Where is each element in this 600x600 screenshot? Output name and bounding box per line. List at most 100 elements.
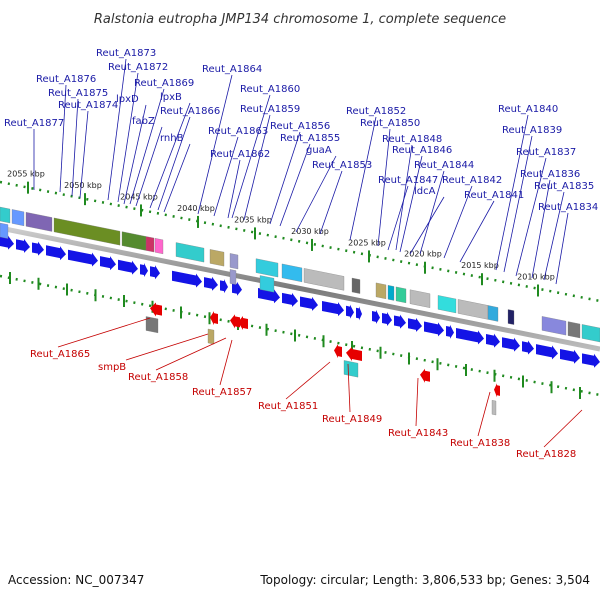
label-leader-layer — [33, 58, 583, 448]
forward-gene-arrow[interactable] — [346, 304, 354, 319]
gene-label-forward[interactable]: ldcA — [414, 186, 436, 197]
protein-domain-box — [491, 400, 497, 416]
gene-label-forward[interactable]: Reut_A1834 — [538, 202, 598, 213]
gene-label-forward[interactable]: Reut_A1852 — [346, 106, 406, 117]
forward-gene-arrow[interactable] — [446, 324, 454, 339]
gene-label-reverse[interactable]: Reut_A1843 — [388, 428, 448, 439]
gene-label-reverse[interactable]: Reut_A1858 — [128, 372, 188, 383]
scale-tick-label: 2035 kbp — [234, 215, 272, 224]
forward-gene-arrow[interactable] — [204, 276, 218, 291]
gene-label-forward[interactable]: Reut_A1864 — [202, 64, 262, 75]
gene-label-forward[interactable]: lpxB — [160, 92, 182, 103]
gene-label-forward[interactable]: Reut_A1872 — [108, 62, 168, 73]
forward-gene-arrow[interactable] — [522, 340, 534, 355]
label-leader-line — [163, 143, 191, 213]
gene-label-forward[interactable]: Reut_A1855 — [280, 133, 340, 144]
gene-label-forward[interactable]: Reut_A1844 — [414, 160, 474, 171]
gene-label-forward[interactable]: fabZ — [132, 116, 155, 127]
gene-label-forward[interactable]: Reut_A1866 — [160, 106, 220, 117]
label-leader-line — [419, 170, 445, 255]
gene-label-forward[interactable]: lpxD — [116, 94, 139, 105]
gene-label-forward[interactable]: Reut_A1869 — [134, 78, 194, 89]
forward-gene-arrow[interactable] — [282, 292, 298, 307]
gene-label-forward[interactable]: Reut_A1874 — [58, 100, 118, 111]
forward-gene-arrow[interactable] — [372, 309, 380, 324]
gene-label-forward[interactable]: Reut_A1837 — [516, 147, 576, 158]
forward-gene-arrow[interactable] — [322, 300, 344, 317]
forward-gene-arrow[interactable] — [486, 333, 500, 348]
gene-label-forward[interactable]: Reut_A1873 — [96, 48, 156, 59]
reverse-gene-arrow[interactable] — [334, 344, 342, 359]
gene-label-forward[interactable]: Reut_A1875 — [48, 88, 108, 99]
label-leader-line — [347, 363, 351, 413]
gene-label-forward[interactable]: Reut_A1877 — [4, 118, 64, 129]
gene-label-forward[interactable]: Reut_A1850 — [360, 118, 420, 129]
forward-gene-arrow[interactable] — [140, 263, 148, 278]
forward-gene-arrow[interactable] — [408, 317, 422, 332]
protein-domain-box — [175, 242, 205, 263]
forward-gene-arrow[interactable] — [356, 306, 362, 321]
gene-label-forward[interactable]: Reut_A1856 — [270, 121, 330, 132]
forward-gene-arrow[interactable] — [32, 241, 44, 256]
forward-gene-arrow[interactable] — [424, 321, 444, 337]
gene-label-forward[interactable]: Reut_A1876 — [36, 74, 96, 85]
forward-gene-arrow[interactable] — [300, 296, 318, 311]
gene-label-forward[interactable]: guaA — [306, 145, 332, 156]
forward-gene-arrow[interactable] — [232, 281, 242, 296]
gene-label-reverse[interactable]: Reut_A1857 — [192, 387, 252, 398]
reverse-gene-arrow[interactable] — [238, 316, 248, 331]
gene-label-forward[interactable]: rnhB — [160, 133, 184, 144]
scale-tick-label: 2015 kbp — [461, 261, 499, 270]
reverse-gene-arrow[interactable] — [420, 368, 430, 383]
gene-label-forward[interactable]: Reut_A1859 — [240, 104, 300, 115]
label-leader-line — [269, 131, 301, 225]
forward-gene-arrow[interactable] — [16, 238, 30, 253]
label-leader-line — [219, 339, 233, 386]
forward-gene-arrow[interactable] — [560, 348, 580, 364]
gene-label-forward[interactable]: Reut_A1860 — [240, 84, 300, 95]
forward-gene-arrow[interactable] — [258, 288, 280, 304]
gene-label-forward[interactable]: Reut_A1853 — [312, 160, 372, 171]
label-leader-line — [515, 157, 547, 277]
protein-domain-box — [229, 269, 237, 285]
gene-label-forward[interactable]: Reut_A1840 — [498, 104, 558, 115]
forward-gene-arrow[interactable] — [220, 279, 228, 294]
forward-gene-arrow[interactable] — [100, 256, 116, 271]
forward-gene-arrow[interactable] — [150, 265, 160, 280]
gene-label-reverse[interactable]: Reut_A1865 — [30, 349, 90, 360]
label-leader-line — [477, 391, 491, 437]
reverse-gene-arrow[interactable] — [150, 302, 162, 317]
forward-gene-arrow[interactable] — [456, 327, 484, 345]
gene-label-reverse[interactable]: Reut_A1838 — [450, 438, 510, 449]
gene-label-forward[interactable]: Reut_A1846 — [392, 145, 452, 156]
gene-label-reverse[interactable]: Reut_A1828 — [516, 449, 576, 460]
forward-gene-arrow[interactable] — [172, 270, 202, 288]
reverse-gene-arrow[interactable] — [230, 314, 240, 329]
forward-gene-arrow[interactable] — [46, 245, 66, 261]
gene-label-forward[interactable]: Reut_A1848 — [382, 134, 442, 145]
gene-label-reverse[interactable]: smpB — [98, 362, 126, 373]
forward-gene-arrow[interactable] — [0, 235, 14, 250]
gene-label-forward[interactable]: Reut_A1847 — [378, 175, 438, 186]
forward-gene-arrow[interactable] — [502, 337, 520, 352]
reverse-gene-arrow[interactable] — [210, 311, 218, 326]
gene-label-forward[interactable]: Reut_A1862 — [210, 149, 270, 160]
gene-label-reverse[interactable]: Reut_A1851 — [258, 401, 318, 412]
label-leader-line — [157, 116, 191, 211]
forward-gene-arrow[interactable] — [118, 259, 138, 275]
gene-label-forward[interactable]: Reut_A1836 — [520, 169, 580, 180]
forward-gene-arrow[interactable] — [68, 249, 98, 267]
gene-label-forward[interactable]: Reut_A1841 — [464, 190, 524, 201]
gene-label-forward[interactable]: Reut_A1839 — [502, 125, 562, 136]
gene-label-forward[interactable]: Reut_A1842 — [442, 175, 502, 186]
forward-gene-arrow[interactable] — [582, 353, 600, 368]
reverse-gene-arrow[interactable] — [494, 383, 500, 398]
forward-gene-arrow[interactable] — [382, 312, 392, 327]
forward-gene-arrow[interactable] — [536, 344, 558, 360]
gene-label-forward[interactable]: Reut_A1835 — [534, 181, 594, 192]
gene-label-reverse[interactable]: Reut_A1849 — [322, 414, 382, 425]
reverse-gene-arrow[interactable] — [346, 346, 362, 362]
protein-domain-box — [351, 277, 361, 294]
gene-label-forward[interactable]: Reut_A1863 — [208, 126, 268, 137]
forward-gene-arrow[interactable] — [394, 314, 406, 329]
